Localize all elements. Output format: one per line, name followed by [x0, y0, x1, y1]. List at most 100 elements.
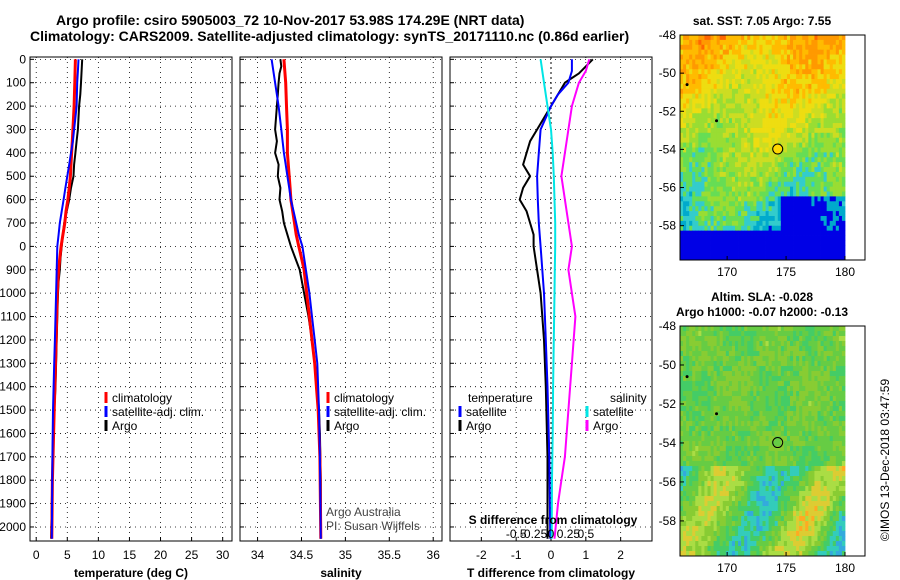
sst-map-cell: [823, 152, 828, 158]
sst-map-cell: [835, 103, 840, 109]
sla-map-cell: [753, 406, 757, 412]
sla-map-cell: [713, 331, 718, 337]
sst-map-cell: [790, 98, 794, 104]
sla-map-cell: [716, 446, 721, 452]
sla-map-cell: [829, 371, 834, 377]
sla-map-cell: [783, 341, 788, 347]
sst-map-cell: [741, 118, 745, 124]
sla-map-cell: [826, 361, 831, 367]
sst-map-cell: [744, 35, 748, 41]
diff-s-tick-label: 0: [548, 527, 555, 541]
sla-map-cell: [783, 386, 788, 392]
sst-map-cell: [814, 181, 818, 188]
sst-map-cell: [722, 44, 727, 51]
sst-map-cell: [841, 181, 846, 188]
sst-map-cell: [799, 35, 803, 41]
sst-map-cell: [680, 171, 684, 178]
sla-map-cell: [799, 471, 803, 477]
sla-map-cell: [814, 421, 818, 427]
sla-map-cell: [841, 416, 846, 422]
sst-map-cell: [826, 162, 831, 168]
sst-map-cell: [841, 196, 846, 202]
sla-map-cell: [686, 501, 690, 507]
sla-map-cell: [817, 496, 821, 502]
sla-map-cell: [783, 496, 788, 502]
sla-map-cell: [725, 456, 730, 462]
sla-map-cell: [799, 456, 803, 462]
sla-map-cell: [796, 441, 800, 447]
sst-map-cell: [832, 176, 837, 183]
sst-map-cell: [701, 206, 705, 212]
sst-map-cell: [689, 255, 693, 261]
sst-map-cell: [707, 186, 711, 192]
sst-map-cell: [786, 137, 791, 144]
sst-map-cell: [753, 157, 757, 163]
sla-map-cell: [725, 531, 730, 537]
sla-map-cell: [686, 381, 690, 387]
sla-map-cell: [738, 511, 742, 517]
sla-map-cell: [704, 396, 708, 402]
sla-map-cell: [701, 411, 705, 417]
sst-map-cell: [731, 225, 736, 232]
sla-map-cell: [756, 441, 760, 447]
sla-map-cell: [722, 521, 727, 527]
sst-map-cell: [832, 245, 837, 251]
sla-map-cell: [796, 346, 800, 352]
sst-map-cell: [704, 255, 708, 261]
sla-map-cell: [686, 376, 690, 382]
sla-map-cell: [753, 381, 757, 387]
sla-map-cell: [695, 326, 699, 332]
sla-map-cell: [796, 376, 800, 382]
sla-map-cell: [771, 441, 776, 447]
sla-map-cell: [823, 526, 828, 532]
sla-map-cell: [704, 436, 708, 442]
sst-map-cell: [756, 211, 760, 217]
sla-map-cell: [768, 356, 773, 362]
sla-map-cell: [738, 486, 742, 492]
sst-map-cell: [838, 74, 843, 80]
sst-map-cell: [701, 142, 705, 148]
sst-map-cell: [698, 127, 702, 134]
sst-map-cell: [765, 215, 770, 222]
sst-map-cell: [744, 211, 748, 217]
sst-map-cell: [765, 103, 770, 109]
sla-map-cell: [771, 386, 776, 392]
sst-map-cell: [725, 215, 730, 222]
sst-map-cell: [838, 132, 843, 139]
sla-map-cell: [841, 351, 846, 357]
sla-map-cell: [817, 336, 821, 342]
sst-map-cell: [689, 69, 693, 75]
sla-map: [680, 326, 846, 557]
sst-map-cell: [817, 201, 821, 207]
sst-map-cell: [731, 83, 736, 90]
sst-map-cell: [838, 196, 843, 202]
sst-map-cell: [768, 113, 773, 119]
sst-map-cell: [820, 103, 825, 109]
sst-map-cell: [738, 118, 742, 124]
sst-map-cell: [829, 220, 834, 227]
sst-map-cell: [838, 250, 843, 256]
sla-map-cell: [759, 451, 763, 457]
sal-xlabel: salinity: [320, 566, 362, 580]
sst-map-cell: [826, 127, 831, 134]
sst-map-cell: [722, 235, 727, 241]
sst-map-cell: [774, 64, 779, 70]
sla-map-cell: [753, 361, 757, 367]
sst-map-cell: [826, 137, 831, 144]
sst-map-cell: [716, 230, 721, 236]
sst-map-cell: [823, 171, 828, 178]
sst-map-cell: [817, 235, 821, 241]
sst-map-cell: [735, 127, 739, 134]
sst-map-cell: [722, 206, 727, 212]
sla-map-cell: [744, 521, 748, 527]
sla-map-cell: [725, 326, 730, 332]
sla-map-cell: [841, 466, 846, 472]
sst-map-cell: [695, 147, 699, 153]
sla-map-cell: [710, 506, 715, 512]
sst-map-cell: [728, 113, 733, 119]
sla-map-cell: [808, 331, 812, 337]
sla-map-cell: [793, 491, 797, 497]
sla-map-cell: [835, 471, 840, 477]
sst-map-cell: [774, 108, 779, 114]
sla-map-cell: [808, 436, 812, 442]
